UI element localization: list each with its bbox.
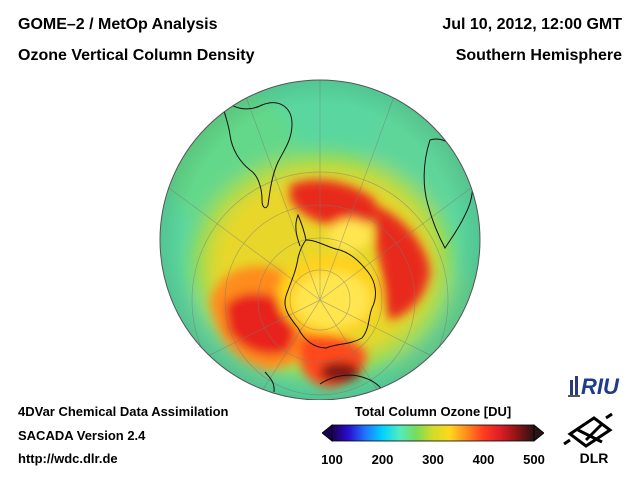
colorbar-high-arrow	[533, 424, 544, 442]
ozone-globe-map	[159, 79, 481, 400]
footer-url: http://wdc.dlr.de	[18, 451, 118, 466]
title-quantity: Ozone Vertical Column Density	[18, 47, 255, 64]
colorbar-tick-200: 200	[371, 452, 394, 467]
colorbar-gradient	[331, 424, 535, 442]
dlr-logo-text: DLR	[580, 450, 609, 466]
colorbar-tick-300: 300	[422, 452, 444, 467]
footer-version: SACADA Version 2.4	[18, 428, 146, 443]
dlr-logo: DLR	[563, 412, 613, 466]
colorbar-title: Total Column Ozone [DU]	[354, 404, 512, 419]
title-region: Southern Hemisphere	[455, 47, 622, 64]
colorbar-tick-500: 500	[523, 452, 545, 467]
title-instrument: GOME–2 / MetOp Analysis	[18, 16, 218, 33]
colorbar-low-arrow	[322, 424, 333, 442]
colorbar-tick-100: 100	[321, 452, 343, 467]
footer-method: 4DVar Chemical Data Assimilation	[18, 404, 229, 419]
title-datetime: Jul 10, 2012, 12:00 GMT	[442, 16, 622, 33]
globe-outline	[159, 79, 481, 400]
colorbar	[322, 424, 544, 442]
riu-logo-text: RIU	[581, 374, 620, 399]
riu-logo: RIU	[568, 374, 620, 399]
colorbar-tick-400: 400	[472, 452, 495, 467]
